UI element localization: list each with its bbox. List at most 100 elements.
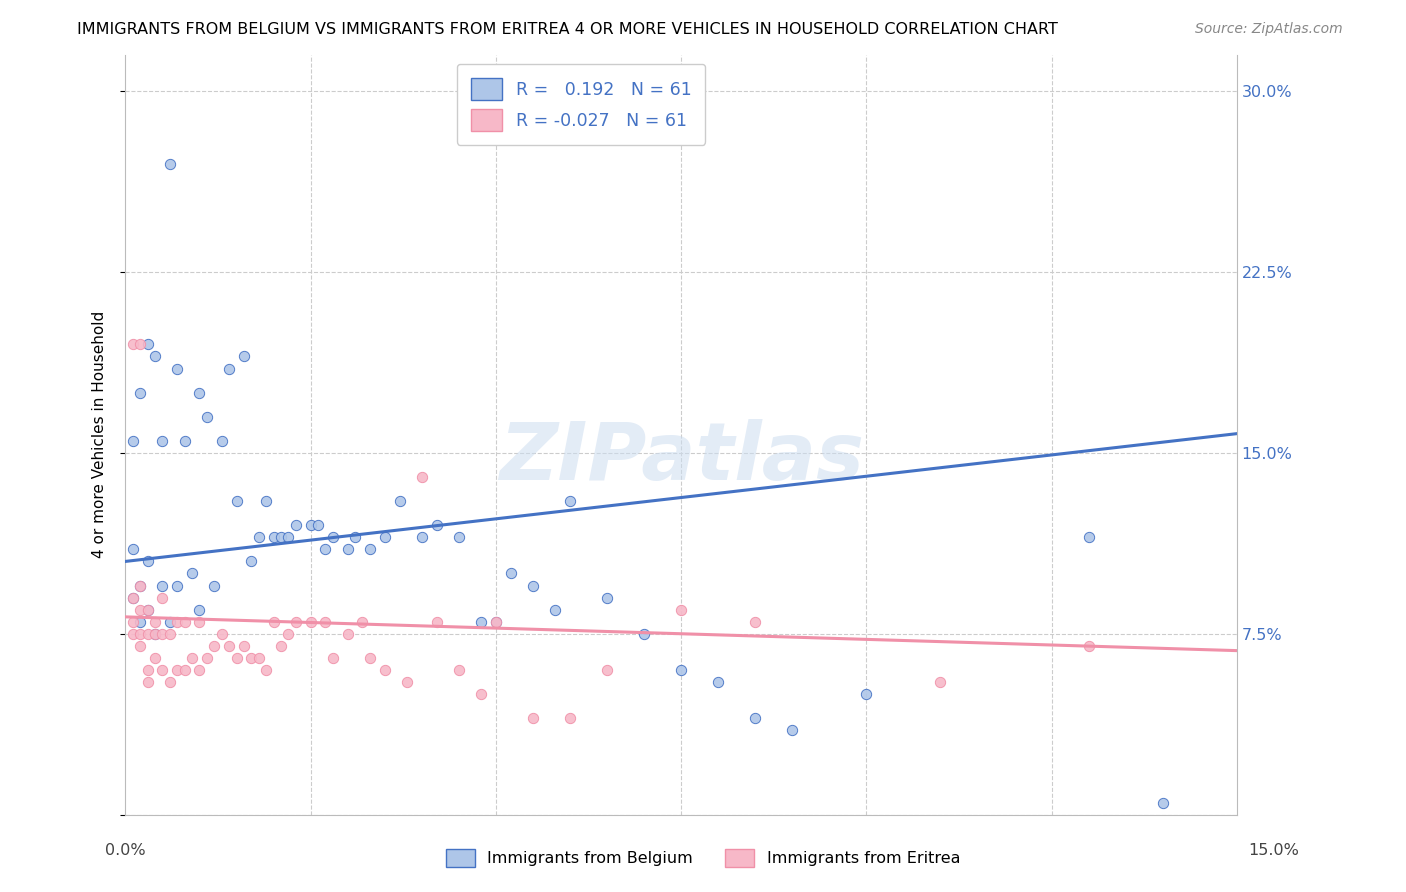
Point bbox=[499, 566, 522, 581]
Point bbox=[596, 663, 619, 677]
Point bbox=[136, 602, 159, 616]
Point bbox=[284, 518, 307, 533]
Point bbox=[121, 434, 143, 448]
Point bbox=[447, 530, 470, 544]
Point bbox=[314, 615, 336, 629]
Point bbox=[129, 602, 152, 616]
Point bbox=[195, 409, 218, 424]
Point bbox=[359, 651, 381, 665]
Point bbox=[121, 626, 143, 640]
Point bbox=[247, 651, 270, 665]
Point bbox=[336, 542, 359, 557]
Point bbox=[129, 615, 152, 629]
Point bbox=[411, 530, 433, 544]
Point bbox=[254, 663, 277, 677]
Point bbox=[188, 663, 211, 677]
Point bbox=[136, 675, 159, 690]
Point bbox=[136, 337, 159, 351]
Point bbox=[1077, 639, 1099, 653]
Point bbox=[322, 530, 344, 544]
Point bbox=[485, 615, 508, 629]
Point bbox=[270, 530, 292, 544]
Point bbox=[322, 651, 344, 665]
Point bbox=[270, 639, 292, 653]
Point bbox=[225, 651, 247, 665]
Point bbox=[121, 337, 143, 351]
Point bbox=[558, 494, 581, 508]
Point bbox=[344, 530, 367, 544]
Point bbox=[307, 518, 329, 533]
Point bbox=[299, 518, 322, 533]
Point bbox=[159, 675, 181, 690]
Point bbox=[388, 494, 411, 508]
Legend: Immigrants from Belgium, Immigrants from Eritrea: Immigrants from Belgium, Immigrants from… bbox=[437, 840, 969, 875]
Point bbox=[218, 361, 240, 376]
Legend: R =   0.192   N = 61, R = -0.027   N = 61: R = 0.192 N = 61, R = -0.027 N = 61 bbox=[457, 64, 706, 145]
Point bbox=[336, 626, 359, 640]
Point bbox=[152, 591, 174, 605]
Point bbox=[426, 518, 449, 533]
Point bbox=[780, 723, 803, 738]
Point bbox=[929, 675, 952, 690]
Point bbox=[240, 554, 263, 568]
Point bbox=[277, 626, 299, 640]
Point bbox=[143, 626, 166, 640]
Point bbox=[233, 350, 256, 364]
Point bbox=[166, 663, 188, 677]
Point bbox=[129, 385, 152, 400]
Y-axis label: 4 or more Vehicles in Household: 4 or more Vehicles in Household bbox=[93, 311, 107, 558]
Point bbox=[143, 350, 166, 364]
Point bbox=[284, 615, 307, 629]
Point bbox=[152, 663, 174, 677]
Point bbox=[121, 542, 143, 557]
Point bbox=[263, 615, 285, 629]
Point bbox=[152, 434, 174, 448]
Point bbox=[522, 711, 544, 725]
Point bbox=[359, 542, 381, 557]
Point bbox=[485, 615, 508, 629]
Point bbox=[544, 602, 567, 616]
Point bbox=[121, 591, 143, 605]
Point bbox=[1077, 530, 1099, 544]
Point bbox=[225, 494, 247, 508]
Point bbox=[173, 663, 195, 677]
Point bbox=[188, 602, 211, 616]
Point bbox=[195, 651, 218, 665]
Point bbox=[211, 434, 233, 448]
Text: 0.0%: 0.0% bbox=[105, 843, 146, 858]
Point bbox=[188, 615, 211, 629]
Point bbox=[173, 434, 195, 448]
Point bbox=[129, 639, 152, 653]
Text: Source: ZipAtlas.com: Source: ZipAtlas.com bbox=[1195, 22, 1343, 37]
Point bbox=[129, 578, 152, 592]
Point bbox=[374, 530, 396, 544]
Point bbox=[129, 626, 152, 640]
Point bbox=[143, 615, 166, 629]
Point bbox=[143, 651, 166, 665]
Point bbox=[173, 615, 195, 629]
Point bbox=[211, 626, 233, 640]
Point bbox=[218, 639, 240, 653]
Point bbox=[470, 615, 492, 629]
Point bbox=[121, 591, 143, 605]
Point bbox=[129, 578, 152, 592]
Text: IMMIGRANTS FROM BELGIUM VS IMMIGRANTS FROM ERITREA 4 OR MORE VEHICLES IN HOUSEHO: IMMIGRANTS FROM BELGIUM VS IMMIGRANTS FR… bbox=[77, 22, 1059, 37]
Point bbox=[181, 651, 204, 665]
Point bbox=[159, 615, 181, 629]
Point bbox=[669, 602, 692, 616]
Point bbox=[558, 711, 581, 725]
Point bbox=[202, 639, 225, 653]
Point bbox=[233, 639, 256, 653]
Point bbox=[707, 675, 730, 690]
Point bbox=[136, 626, 159, 640]
Text: ZIPatlas: ZIPatlas bbox=[499, 418, 863, 497]
Point bbox=[166, 361, 188, 376]
Point bbox=[744, 711, 766, 725]
Point bbox=[374, 663, 396, 677]
Point bbox=[1152, 796, 1174, 810]
Point bbox=[152, 578, 174, 592]
Point bbox=[411, 470, 433, 484]
Point bbox=[166, 615, 188, 629]
Point bbox=[744, 615, 766, 629]
Point bbox=[136, 602, 159, 616]
